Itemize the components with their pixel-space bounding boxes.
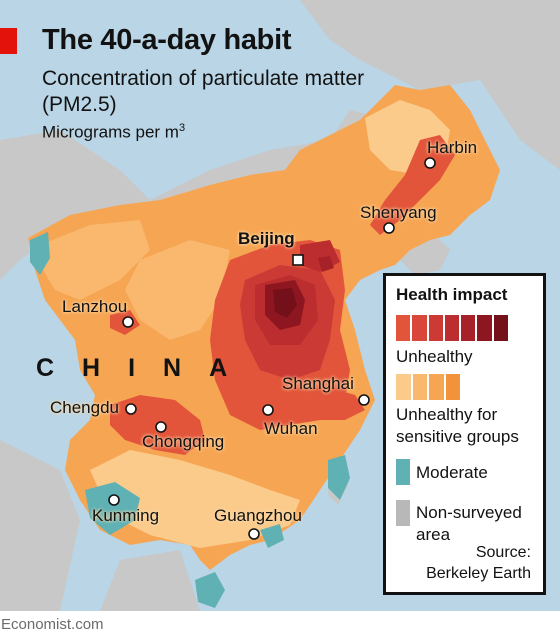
legend-label-unhealthy: Unhealthy — [396, 347, 473, 366]
shenyang-label: Shenyang — [360, 203, 437, 222]
legend-swatch-unhealthy — [396, 315, 508, 341]
harbin-marker[interactable] — [424, 157, 436, 169]
brand-red-tag — [0, 28, 17, 54]
zone-unhealthy-yangtze — [280, 385, 365, 420]
guangzhou-marker[interactable] — [248, 528, 260, 540]
kunming-marker[interactable] — [108, 494, 120, 506]
legend-swatch-unhealthy-1 — [396, 315, 411, 341]
legend: Health impact Unhealthy Unhealthy for se… — [383, 273, 546, 595]
guangzhou-label: Guangzhou — [214, 506, 302, 525]
legend-swatch-unhealthy-6 — [477, 315, 492, 341]
chongqing-label: Chongqing — [142, 432, 225, 451]
legend-swatch-sensitive-2 — [412, 374, 427, 400]
chongqing-marker[interactable] — [155, 421, 167, 433]
zone-moderate-west — [30, 232, 50, 275]
legend-swatch-non-surveyed — [396, 500, 410, 526]
footer-credit[interactable]: Economist.com — [1, 616, 104, 633]
zone-moderate-coast — [328, 455, 350, 500]
country-label: CHINA — [36, 354, 256, 382]
source-name: Berkeley Earth — [426, 565, 531, 582]
units-text: Micrograms per m — [42, 122, 179, 142]
lanzhou-label: Lanzhou — [62, 297, 128, 316]
wuhan-label: Wuhan — [264, 419, 318, 438]
zone-sensitive-mid-center — [125, 240, 230, 340]
chengdu-label: Chengdu — [50, 398, 120, 417]
shanghai-marker[interactable] — [358, 394, 370, 406]
legend-title: Health impact — [396, 285, 508, 304]
legend-swatch-sensitive-1 — [396, 374, 411, 400]
zone-sensitive-light-south — [90, 450, 300, 548]
zone-moderate-guangdong — [260, 524, 284, 548]
land-southwest — [0, 440, 80, 611]
beijing-marker[interactable] — [292, 254, 304, 266]
legend-swatch-unhealthy-5 — [461, 315, 476, 341]
legend-label-non-surveyed: Non-surveyed area — [416, 503, 522, 544]
zone-sensitive-light-west — [40, 220, 150, 300]
legend-swatch-unhealthy-4 — [444, 315, 460, 341]
kunming-label: Kunming — [92, 506, 160, 525]
source-label: Source: — [475, 544, 531, 561]
lanzhou-marker[interactable] — [122, 316, 134, 328]
legend-label-sensitive: Unhealthy for sensitive groups — [396, 405, 519, 446]
legend-swatch-unhealthy-2 — [412, 315, 427, 341]
legend-source: Source: Berkeley Earth — [426, 542, 531, 584]
shenyang-marker[interactable] — [383, 222, 395, 234]
legend-swatch-sensitive — [396, 374, 460, 400]
zone-unhealthy-dark-2 — [273, 288, 297, 318]
wuhan-marker[interactable] — [262, 404, 274, 416]
chengdu-marker[interactable] — [125, 403, 137, 415]
legend-swatch-sensitive-4 — [445, 374, 460, 400]
chart-title: The 40-a-day habit — [42, 24, 292, 56]
map: Harbin Shenyang Beijing Lanzhou Shanghai… — [0, 0, 560, 611]
legend-swatch-unhealthy-7 — [493, 315, 508, 341]
chart-subtitle: Concentration of particulate matter (PM2… — [42, 67, 365, 116]
harbin-label: Harbin — [427, 138, 478, 157]
pollution-map — [0, 0, 560, 611]
legend-swatch-sensitive-3 — [429, 374, 444, 400]
legend-swatch-moderate — [396, 459, 410, 485]
zone-moderate-hainan — [195, 572, 225, 608]
legend-swatch-unhealthy-3 — [428, 315, 443, 341]
land-southeast — [100, 550, 200, 611]
shanghai-label: Shanghai — [282, 374, 354, 393]
legend-label-moderate: Moderate — [416, 463, 488, 482]
chart-units: Micrograms per m3 — [42, 122, 185, 143]
zone-moderate-kunming — [85, 482, 140, 535]
units-superscript: 3 — [178, 122, 186, 134]
zone-unhealthy-tianjin — [318, 256, 334, 272]
beijing-label: Beijing — [238, 229, 295, 248]
land-north — [300, 0, 560, 170]
